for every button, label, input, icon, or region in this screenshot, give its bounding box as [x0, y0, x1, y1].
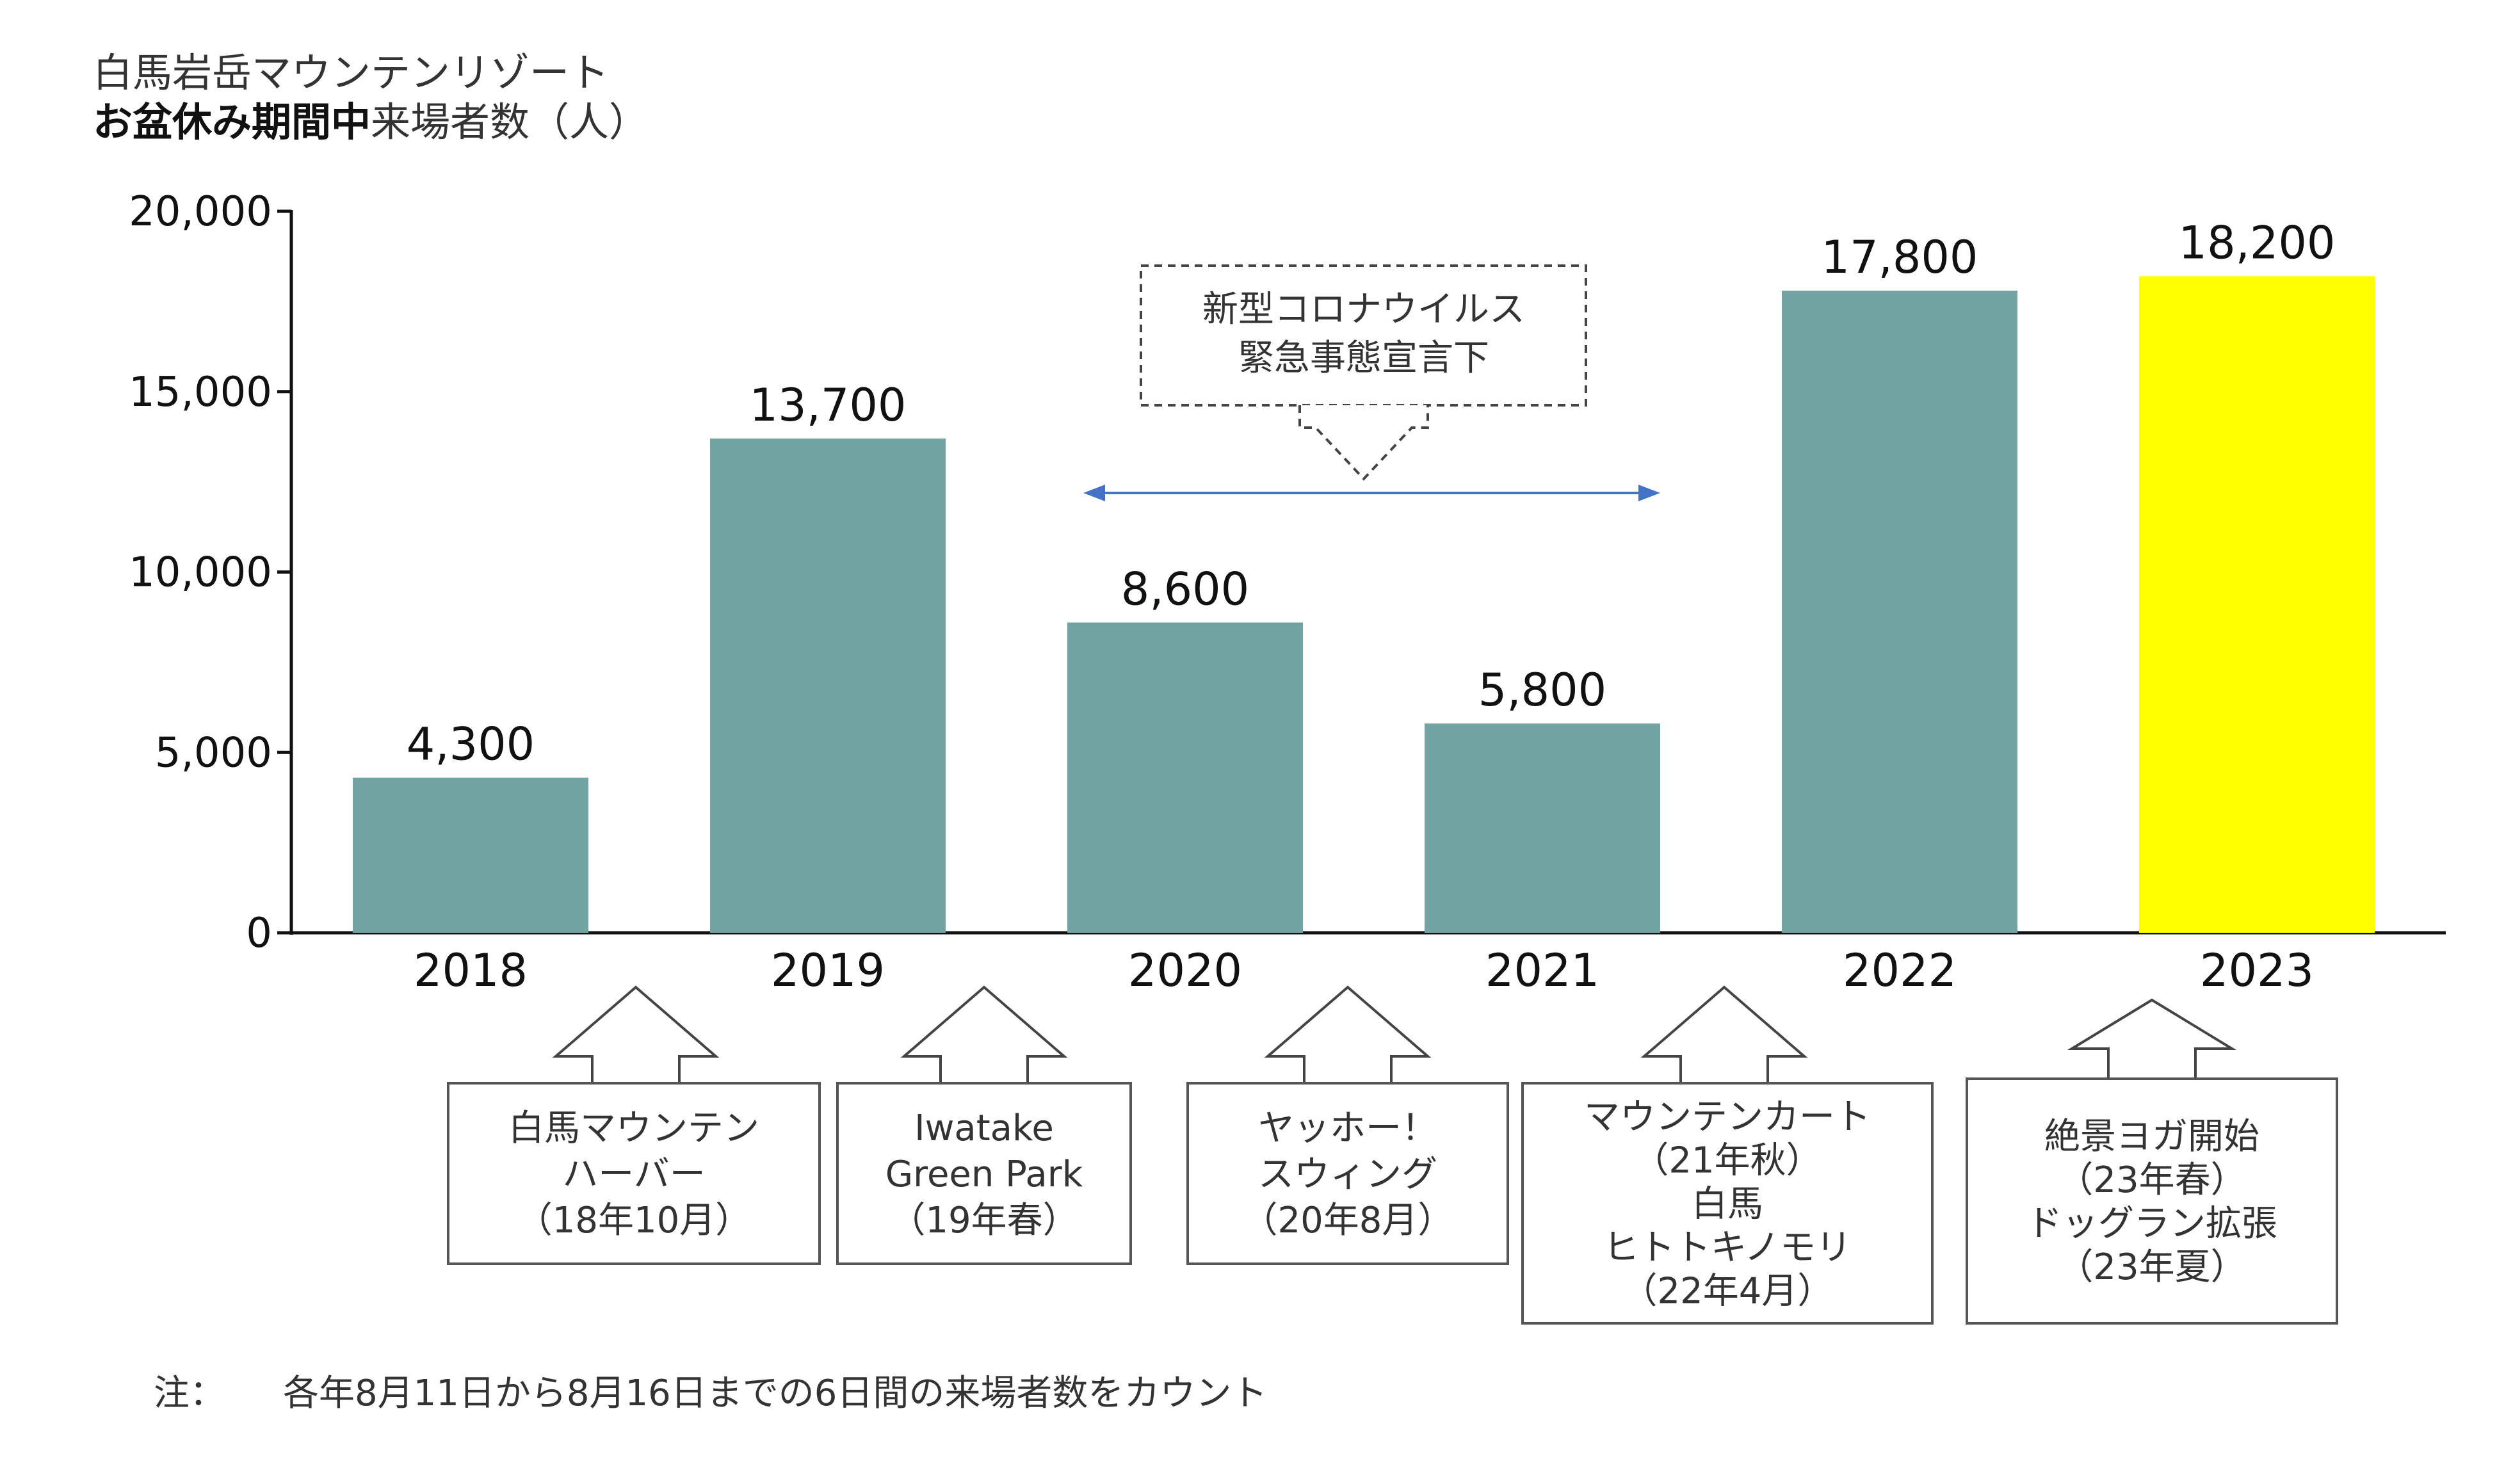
event-text: ヒトトキノモリ	[1603, 1227, 1852, 1269]
bar-2019	[710, 439, 946, 933]
covid-label-line2: 緊急事態宣言下	[1238, 337, 1489, 379]
value-label-2019: 13,700	[750, 379, 907, 431]
y-tick-label: 15,000	[129, 369, 272, 416]
event-text: Green Park	[885, 1154, 1083, 1195]
covid-span-arrowhead-right	[1638, 485, 1660, 501]
covid-box	[1140, 264, 1587, 407]
event-text: 白馬マウンテン	[508, 1108, 759, 1149]
event-text: （20年8月）	[1242, 1200, 1454, 1241]
bar-2021	[1425, 723, 1660, 933]
value-label-2020: 8,600	[1121, 563, 1249, 615]
event-callout-2020: ヤッホー！ スウィング （20年8月）	[1186, 985, 1509, 1265]
covid-span-arrowhead-left	[1083, 485, 1105, 501]
event-box-2020	[1186, 1082, 1509, 1265]
event-arrow-2019	[900, 985, 1068, 1085]
bar-2018	[353, 777, 588, 933]
event-text: 白馬	[1692, 1184, 1763, 1225]
note-label: 注：	[154, 1373, 225, 1414]
event-box-2018	[447, 1082, 821, 1265]
event-text: スウィング	[1258, 1154, 1437, 1195]
event-callout-2019: Iwatake Green Park （19年春）	[836, 985, 1132, 1265]
note-text: 各年8月11日から8月16日までの6日間の来場者数をカウント	[283, 1373, 1267, 1414]
event-callout-2023: 絶景ヨガ開始（23年春）ドッグラン拡張（23年夏）	[1966, 998, 2338, 1325]
value-label-2023: 18,200	[2179, 216, 2336, 269]
covid-annotation: 新型コロナウイルス 緊急事態宣言下	[1083, 264, 1660, 501]
event-arrow-2018	[552, 985, 720, 1085]
category-labels: 2018 2019 2020 2021 2022 2023	[414, 944, 2314, 997]
category-label-2022: 2022	[1843, 944, 1957, 997]
y-ticks: 0 5,000 10,000 15,000 20,000	[129, 188, 291, 957]
covid-span-arrow	[1083, 485, 1660, 501]
bars	[353, 276, 2375, 933]
event-text: （22年4月）	[1622, 1271, 1834, 1312]
event-box-2023	[1966, 1077, 2338, 1325]
category-label-2020: 2020	[1128, 944, 1242, 997]
chart-title-line1: 白馬岩岳マウンテンリゾート	[93, 49, 609, 96]
event-text: ヤッホー！	[1258, 1108, 1437, 1149]
covid-pointer-arrow	[1298, 405, 1429, 481]
bar-2023	[2139, 276, 2375, 933]
event-text: ドッグラン拡張	[2026, 1203, 2277, 1245]
y-tick-label: 5,000	[155, 729, 272, 777]
event-text: （23年春）	[2057, 1159, 2246, 1201]
event-text: （21年秋）	[1633, 1140, 1822, 1182]
y-tick-label: 0	[246, 910, 272, 957]
value-label-2018: 4,300	[407, 718, 535, 771]
category-label-2021: 2021	[1485, 944, 1599, 997]
event-text: （23年夏）	[2057, 1246, 2246, 1288]
value-label-2022: 17,800	[1822, 231, 1978, 284]
y-tick-label: 20,000	[129, 188, 272, 236]
event-box-2021	[1521, 1082, 1934, 1325]
event-arrow-2021	[1640, 985, 1808, 1085]
event-arrow-2020	[1264, 985, 1432, 1085]
category-label-2018: 2018	[414, 944, 528, 997]
event-text: Iwatake	[914, 1108, 1054, 1149]
bar-2022	[1782, 290, 2017, 933]
chart-title-line2: お盆休み期間中来場者数（人）	[93, 99, 649, 145]
event-arrow-2023	[2067, 998, 2237, 1080]
chart-title-rest: 来場者数（人）	[371, 99, 649, 145]
category-label-2023: 2023	[2200, 944, 2314, 997]
event-text: マウンテンカート	[1584, 1097, 1871, 1138]
event-box-2019	[836, 1082, 1132, 1265]
category-label-2019: 2019	[771, 944, 885, 997]
event-text: 絶景ヨガ開始	[2044, 1116, 2259, 1157]
value-labels: 4,300 13,700 8,600 5,800 17,800 18,200	[407, 216, 2336, 770]
event-text: （19年春）	[889, 1200, 1078, 1241]
value-label-2021: 5,800	[1478, 664, 1606, 716]
event-text: （18年10月）	[517, 1200, 752, 1241]
event-text: ハーバー	[562, 1154, 705, 1195]
bar-2020	[1067, 622, 1303, 933]
y-tick-label: 10,000	[129, 549, 272, 597]
chart-title-bold: お盆休み期間中	[93, 99, 371, 145]
covid-label-line1: 新型コロナウイルス	[1202, 289, 1525, 330]
